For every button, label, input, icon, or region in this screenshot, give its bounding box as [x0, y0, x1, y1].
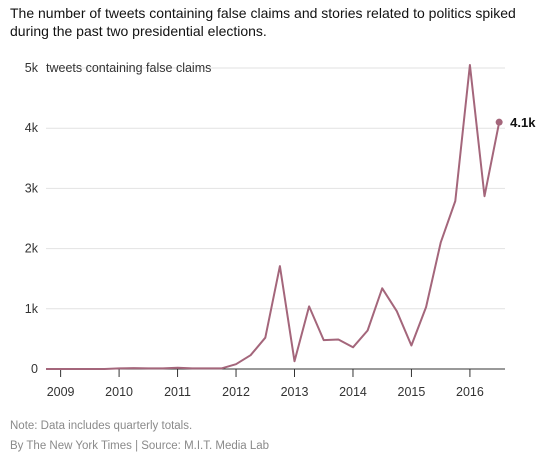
x-tick-label: 2014	[339, 385, 367, 399]
x-tick-label: 2015	[398, 385, 426, 399]
x-tick-label: 2010	[105, 385, 133, 399]
x-tick-label: 2016	[456, 385, 484, 399]
y-tick-label: 1k	[25, 302, 39, 316]
footnote: Note: Data includes quarterly totals.	[10, 420, 193, 432]
y-axis: 0 1k 2k 3k 4k 5k	[25, 61, 39, 376]
x-tick-label: 2013	[281, 385, 309, 399]
y-tick-label: 3k	[25, 181, 39, 195]
x-tick-label: 2009	[47, 385, 75, 399]
data-series: 4.1k	[46, 64, 536, 370]
y-tick-label: 5k	[25, 61, 39, 75]
grid-lines	[46, 67, 505, 370]
y-tick-label: 4k	[25, 121, 39, 135]
x-tick-label: 2011	[164, 385, 191, 399]
series-line	[46, 64, 501, 370]
x-tick-label: 2012	[222, 385, 250, 399]
source-credit: By The New York Times | Source: M.I.T. M…	[10, 440, 270, 452]
chart-title: The number of tweets containing false cl…	[10, 5, 516, 39]
y-axis-title: tweets containing false claims	[46, 61, 211, 75]
y-tick-label: 2k	[25, 242, 39, 256]
x-axis: 2009 2010 2011 2012 2013 2014 2015 2016	[47, 369, 484, 399]
end-point-marker	[495, 118, 503, 126]
end-value-label: 4.1k	[510, 115, 536, 130]
line-chart: 0 1k 2k 3k 4k 5k 2009 2010 2011 2012 2013 2014 2015…	[25, 61, 536, 399]
y-tick-label: 0	[31, 362, 38, 376]
